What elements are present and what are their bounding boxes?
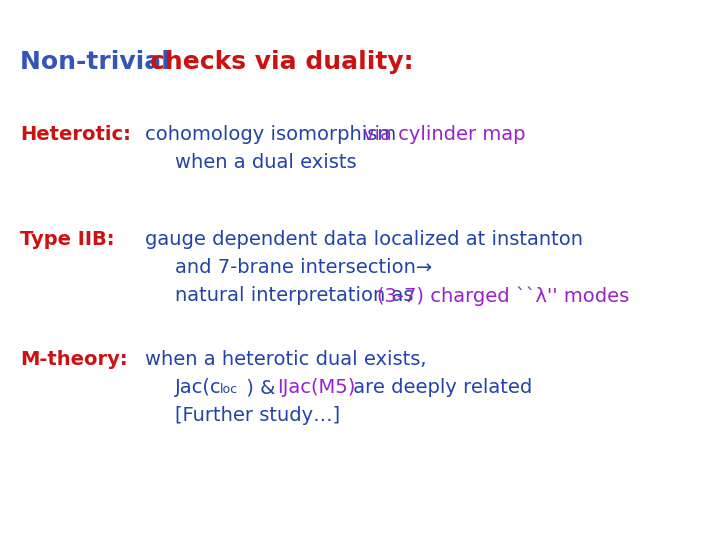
Text: gauge dependent data localized at instanton: gauge dependent data localized at instan… — [145, 230, 583, 249]
Text: and 7-brane intersection→: and 7-brane intersection→ — [175, 258, 432, 277]
Text: (3-7) charged ``λ'' modes: (3-7) charged ``λ'' modes — [377, 286, 629, 306]
Text: M-theory:: M-theory: — [20, 350, 127, 369]
Text: ) &: ) & — [240, 378, 282, 397]
Text: IJac(M5): IJac(M5) — [277, 378, 356, 397]
Text: via cylinder map: via cylinder map — [363, 125, 526, 144]
Text: loc: loc — [220, 383, 238, 396]
Text: Non-trivial: Non-trivial — [20, 50, 179, 74]
Text: are deeply related: are deeply related — [347, 378, 532, 397]
Text: cohomology isomorphism: cohomology isomorphism — [145, 125, 402, 144]
Text: Jac(c: Jac(c — [175, 378, 222, 397]
Text: when a dual exists: when a dual exists — [175, 153, 356, 172]
Text: natural interpretation as: natural interpretation as — [175, 286, 426, 305]
Text: [Further study…]: [Further study…] — [175, 406, 340, 425]
Text: Heterotic:: Heterotic: — [20, 125, 131, 144]
Text: checks via duality:: checks via duality: — [150, 50, 413, 74]
Text: Type IIB:: Type IIB: — [20, 230, 114, 249]
Text: when a heterotic dual exists,: when a heterotic dual exists, — [145, 350, 426, 369]
